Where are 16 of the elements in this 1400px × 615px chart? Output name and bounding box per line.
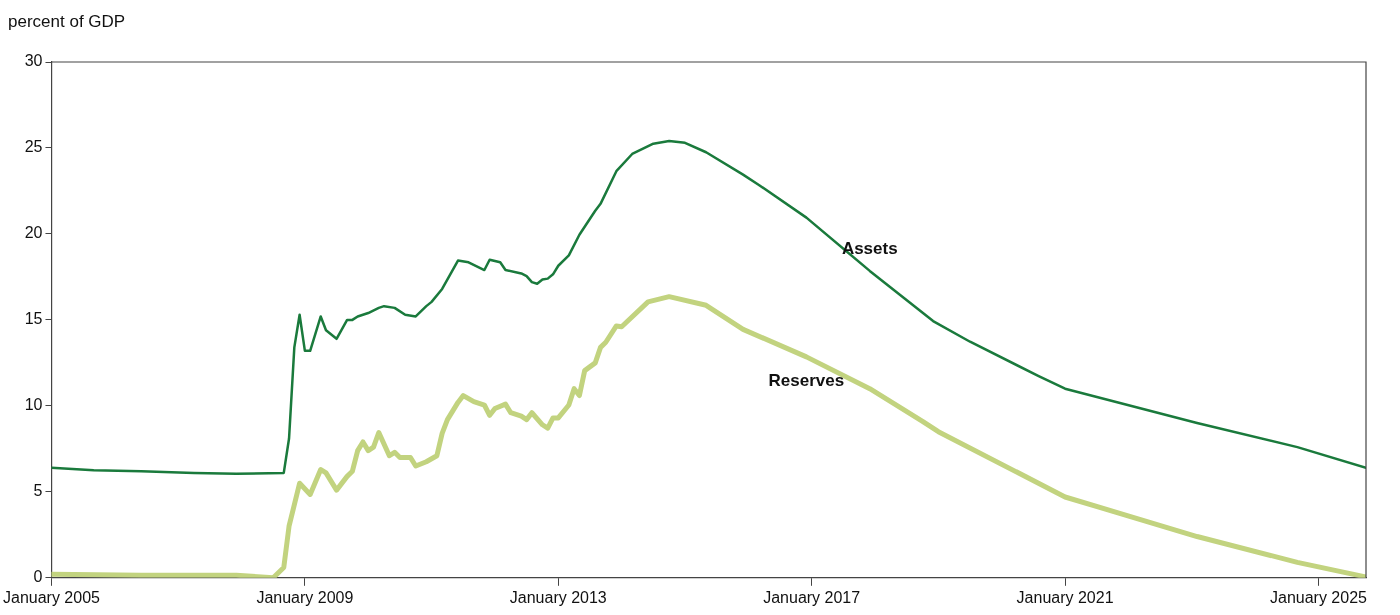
y-axis-title: percent of GDP <box>8 11 126 31</box>
y-tick-label: 5 <box>33 482 43 500</box>
x-tick-label: January 2017 <box>763 588 861 606</box>
x-tick-label: January 2009 <box>256 588 354 606</box>
y-tick-label: 30 <box>24 52 43 70</box>
y-tick-label: 10 <box>24 396 43 414</box>
series-label: Assets <box>841 238 898 258</box>
x-tick-label: January 2005 <box>3 588 101 606</box>
x-tick-label: January 2013 <box>509 588 607 606</box>
x-tick-label: January 2021 <box>1016 588 1114 606</box>
y-tick-label: 25 <box>24 138 43 156</box>
y-tick-label: 20 <box>24 224 43 242</box>
x-tick-label: January 2025 <box>1270 588 1368 606</box>
y-tick-label: 15 <box>24 310 43 328</box>
series-label: Reserves <box>768 370 845 390</box>
y-tick-label: 0 <box>33 568 43 586</box>
